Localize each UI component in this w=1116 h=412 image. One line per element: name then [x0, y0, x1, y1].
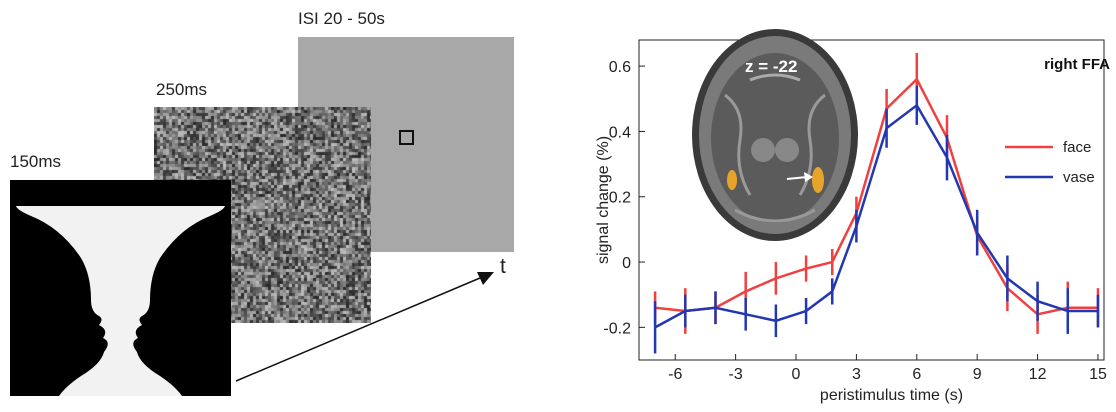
x-tick-label: 0: [792, 366, 801, 383]
y-tick-label: 0: [622, 255, 631, 272]
series-vase: [653, 85, 1100, 354]
x-axis-label: peristimulus time (s): [820, 387, 963, 404]
brain-inset: [692, 29, 858, 241]
plot-frame: [638, 39, 1105, 361]
y-tick-label: 0.6: [609, 59, 631, 76]
rubin-vase-frame: [10, 180, 231, 396]
x-tick-label: 12: [1029, 366, 1047, 383]
x-tick-label: -3: [729, 366, 743, 383]
noise-duration-label: 250ms: [156, 80, 208, 99]
rubin-vase-image: [10, 180, 231, 396]
time-axis-label: t: [500, 255, 506, 278]
line-face: [654, 77, 1098, 316]
inset-slice-label: z = -22: [745, 57, 797, 76]
fixation-square: [399, 130, 414, 145]
y-tick-label: -0.2: [603, 320, 631, 337]
stimulus-sequence: ISI 20 - 50s 250ms 150ms t: [0, 0, 540, 407]
x-tick-label: 6: [912, 366, 921, 383]
ffa-chart: -6 -3 0 3 6 9 12 15 -0.2 0 0.2 0.4 0.6 peristimulus t…: [595, 29, 1110, 404]
y-axis-label: signal change (%): [595, 136, 612, 264]
face-duration-label: 150ms: [10, 152, 62, 171]
right-ffa-blob: [812, 167, 824, 193]
y-tick-label: 0.4: [609, 124, 631, 141]
x-tick-label: 9: [973, 366, 982, 383]
chart-title: right FFA: [1044, 56, 1110, 73]
legend: face vase: [1005, 139, 1095, 186]
legend-label-vase: vase: [1063, 169, 1095, 186]
time-arrow: [235, 272, 494, 382]
x-tick-label: 3: [852, 366, 861, 383]
y-tick-label: 0.2: [609, 190, 631, 207]
ffa-chart-panel: -6 -3 0 3 6 9 12 15 -0.2 0 0.2 0.4 0.6 peristimulus t…: [575, 0, 1116, 407]
isi-label: ISI 20 - 50s: [298, 9, 385, 28]
x-tick-label: -6: [668, 366, 682, 383]
x-tick-label: 15: [1089, 366, 1107, 383]
line-vase: [654, 103, 1098, 329]
left-ffa-blob: [727, 170, 737, 190]
legend-label-face: face: [1063, 139, 1091, 156]
